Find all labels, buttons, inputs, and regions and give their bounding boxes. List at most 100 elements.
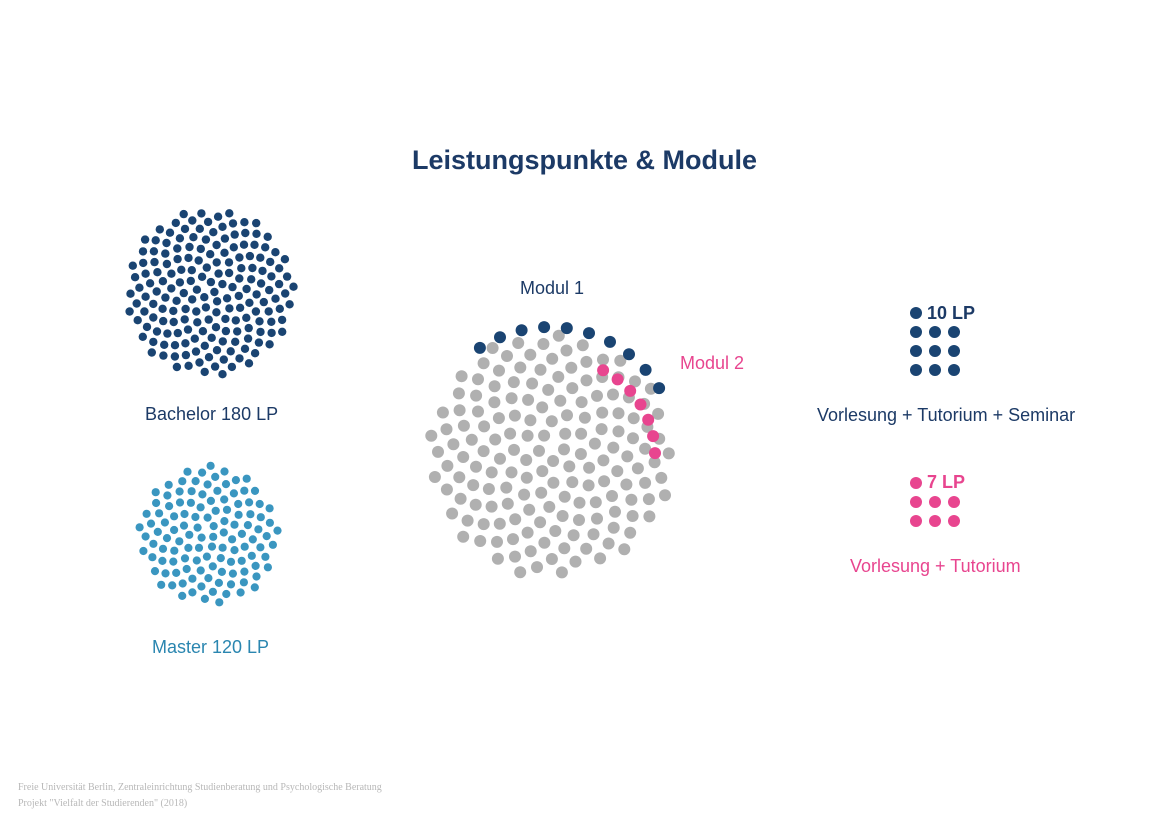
master-dot: [211, 472, 220, 481]
master-dot: [179, 521, 189, 530]
module-neutral-dot: [501, 497, 514, 510]
bachelor-dot: [141, 269, 150, 278]
bachelor-dot: [226, 347, 235, 356]
master-dot: [151, 488, 160, 497]
bachelor-dot: [224, 258, 234, 267]
legend-10lp-dot: [929, 345, 941, 357]
bachelor-dot: [210, 287, 219, 297]
module-neutral-dot: [612, 407, 625, 420]
legend-10lp-caption: Vorlesung + Tutorium + Seminar: [817, 405, 1076, 425]
module-neutral-dot: [655, 471, 668, 484]
module-neutral-dot: [607, 441, 620, 454]
module-neutral-dot: [612, 425, 625, 438]
master-dot: [251, 561, 260, 571]
module-neutral-dot: [485, 500, 498, 513]
module-neutral-dot: [524, 545, 537, 558]
bachelor-dot: [185, 242, 194, 252]
bachelor-dot: [187, 266, 196, 275]
master-dot: [228, 535, 237, 544]
module-neutral-dot: [453, 471, 466, 484]
bachelor-dot: [213, 212, 223, 221]
master-dot: [175, 498, 185, 507]
bachelor-dot: [225, 304, 234, 313]
module-neutral-dot: [457, 530, 470, 543]
master-dot: [236, 588, 245, 597]
module-neutral-dot: [485, 466, 498, 479]
bachelor-dot: [161, 249, 170, 258]
bachelor-dot: [165, 228, 175, 237]
module1-dot: [653, 382, 666, 395]
bachelor-dot: [145, 279, 155, 288]
module-neutral-dot: [558, 443, 570, 456]
legend-10lp-dot: [910, 307, 922, 319]
bachelor-dot: [222, 294, 232, 303]
bachelor-dot: [275, 304, 284, 313]
bachelor-dot: [172, 296, 181, 305]
module-neutral-dot: [591, 512, 603, 525]
master-dot: [204, 574, 213, 583]
master-dot: [265, 504, 274, 513]
module-neutral-dot: [561, 409, 573, 422]
module-neutral-dot: [428, 471, 441, 483]
master-dot: [194, 543, 204, 552]
module1-dot: [623, 348, 635, 361]
bachelor-dot: [200, 341, 209, 350]
bachelor-dot: [214, 269, 223, 278]
bachelor-dot: [212, 240, 221, 250]
module-neutral-dot: [597, 454, 610, 467]
bachelor-dot: [240, 218, 249, 227]
master-dot: [237, 529, 246, 539]
bachelor-dot: [218, 222, 227, 231]
module-neutral-dot: [454, 492, 467, 505]
footer-line-1: Freie Universität Berlin, Zentraleinrich…: [18, 782, 382, 793]
module-neutral-dot: [491, 535, 503, 548]
module1-dot: [583, 327, 595, 340]
master-dot: [152, 498, 161, 508]
module-neutral-dot: [474, 535, 487, 547]
master-dot: [178, 591, 187, 601]
bachelor-dot: [230, 230, 239, 239]
module-neutral-dot: [566, 476, 579, 489]
module-neutral-dot: [425, 429, 438, 442]
module2-dot: [634, 398, 647, 411]
module-neutral-dot: [591, 389, 603, 402]
bachelor-dot: [170, 352, 180, 361]
master-dot: [191, 477, 200, 486]
module-neutral-dot: [538, 536, 551, 549]
bachelor-dot: [203, 217, 213, 227]
module-neutral-dot: [558, 490, 571, 503]
module-neutral-dot: [643, 510, 656, 523]
bachelor-dot: [169, 317, 178, 327]
bachelor-dot: [256, 279, 266, 288]
bachelor-dot: [173, 328, 182, 338]
module-neutral-dot: [538, 429, 551, 442]
module-neutral-dot: [470, 460, 482, 473]
legend-7lp-dot: [948, 496, 960, 508]
master-dot: [206, 496, 215, 505]
master-dot: [209, 522, 218, 531]
bachelor-dot: [155, 225, 164, 234]
bachelor-dot: [149, 299, 158, 309]
master-dot: [172, 568, 181, 578]
module-neutral-dot: [559, 427, 572, 440]
bachelor-dot: [191, 347, 201, 356]
module1-dot: [538, 321, 551, 334]
master-dot: [175, 487, 184, 496]
master-dot: [226, 557, 236, 566]
master-dot: [196, 503, 205, 512]
module-neutral-dot: [582, 479, 595, 492]
bachelor-dot: [264, 307, 273, 316]
bachelor-dot: [125, 307, 134, 316]
legend-10lp-dot: [910, 345, 922, 357]
module-neutral-dot: [514, 566, 527, 579]
module-neutral-dot: [642, 493, 655, 506]
module-neutral-dot: [545, 415, 558, 428]
master-dot: [247, 551, 256, 560]
bachelor-dot: [183, 325, 193, 334]
master-dot: [168, 581, 177, 590]
bachelor-dot: [162, 259, 172, 269]
bachelor-dot: [212, 297, 222, 306]
module-neutral-dot: [472, 373, 484, 386]
module-neutral-dot: [547, 455, 560, 467]
master-dot: [211, 506, 220, 515]
